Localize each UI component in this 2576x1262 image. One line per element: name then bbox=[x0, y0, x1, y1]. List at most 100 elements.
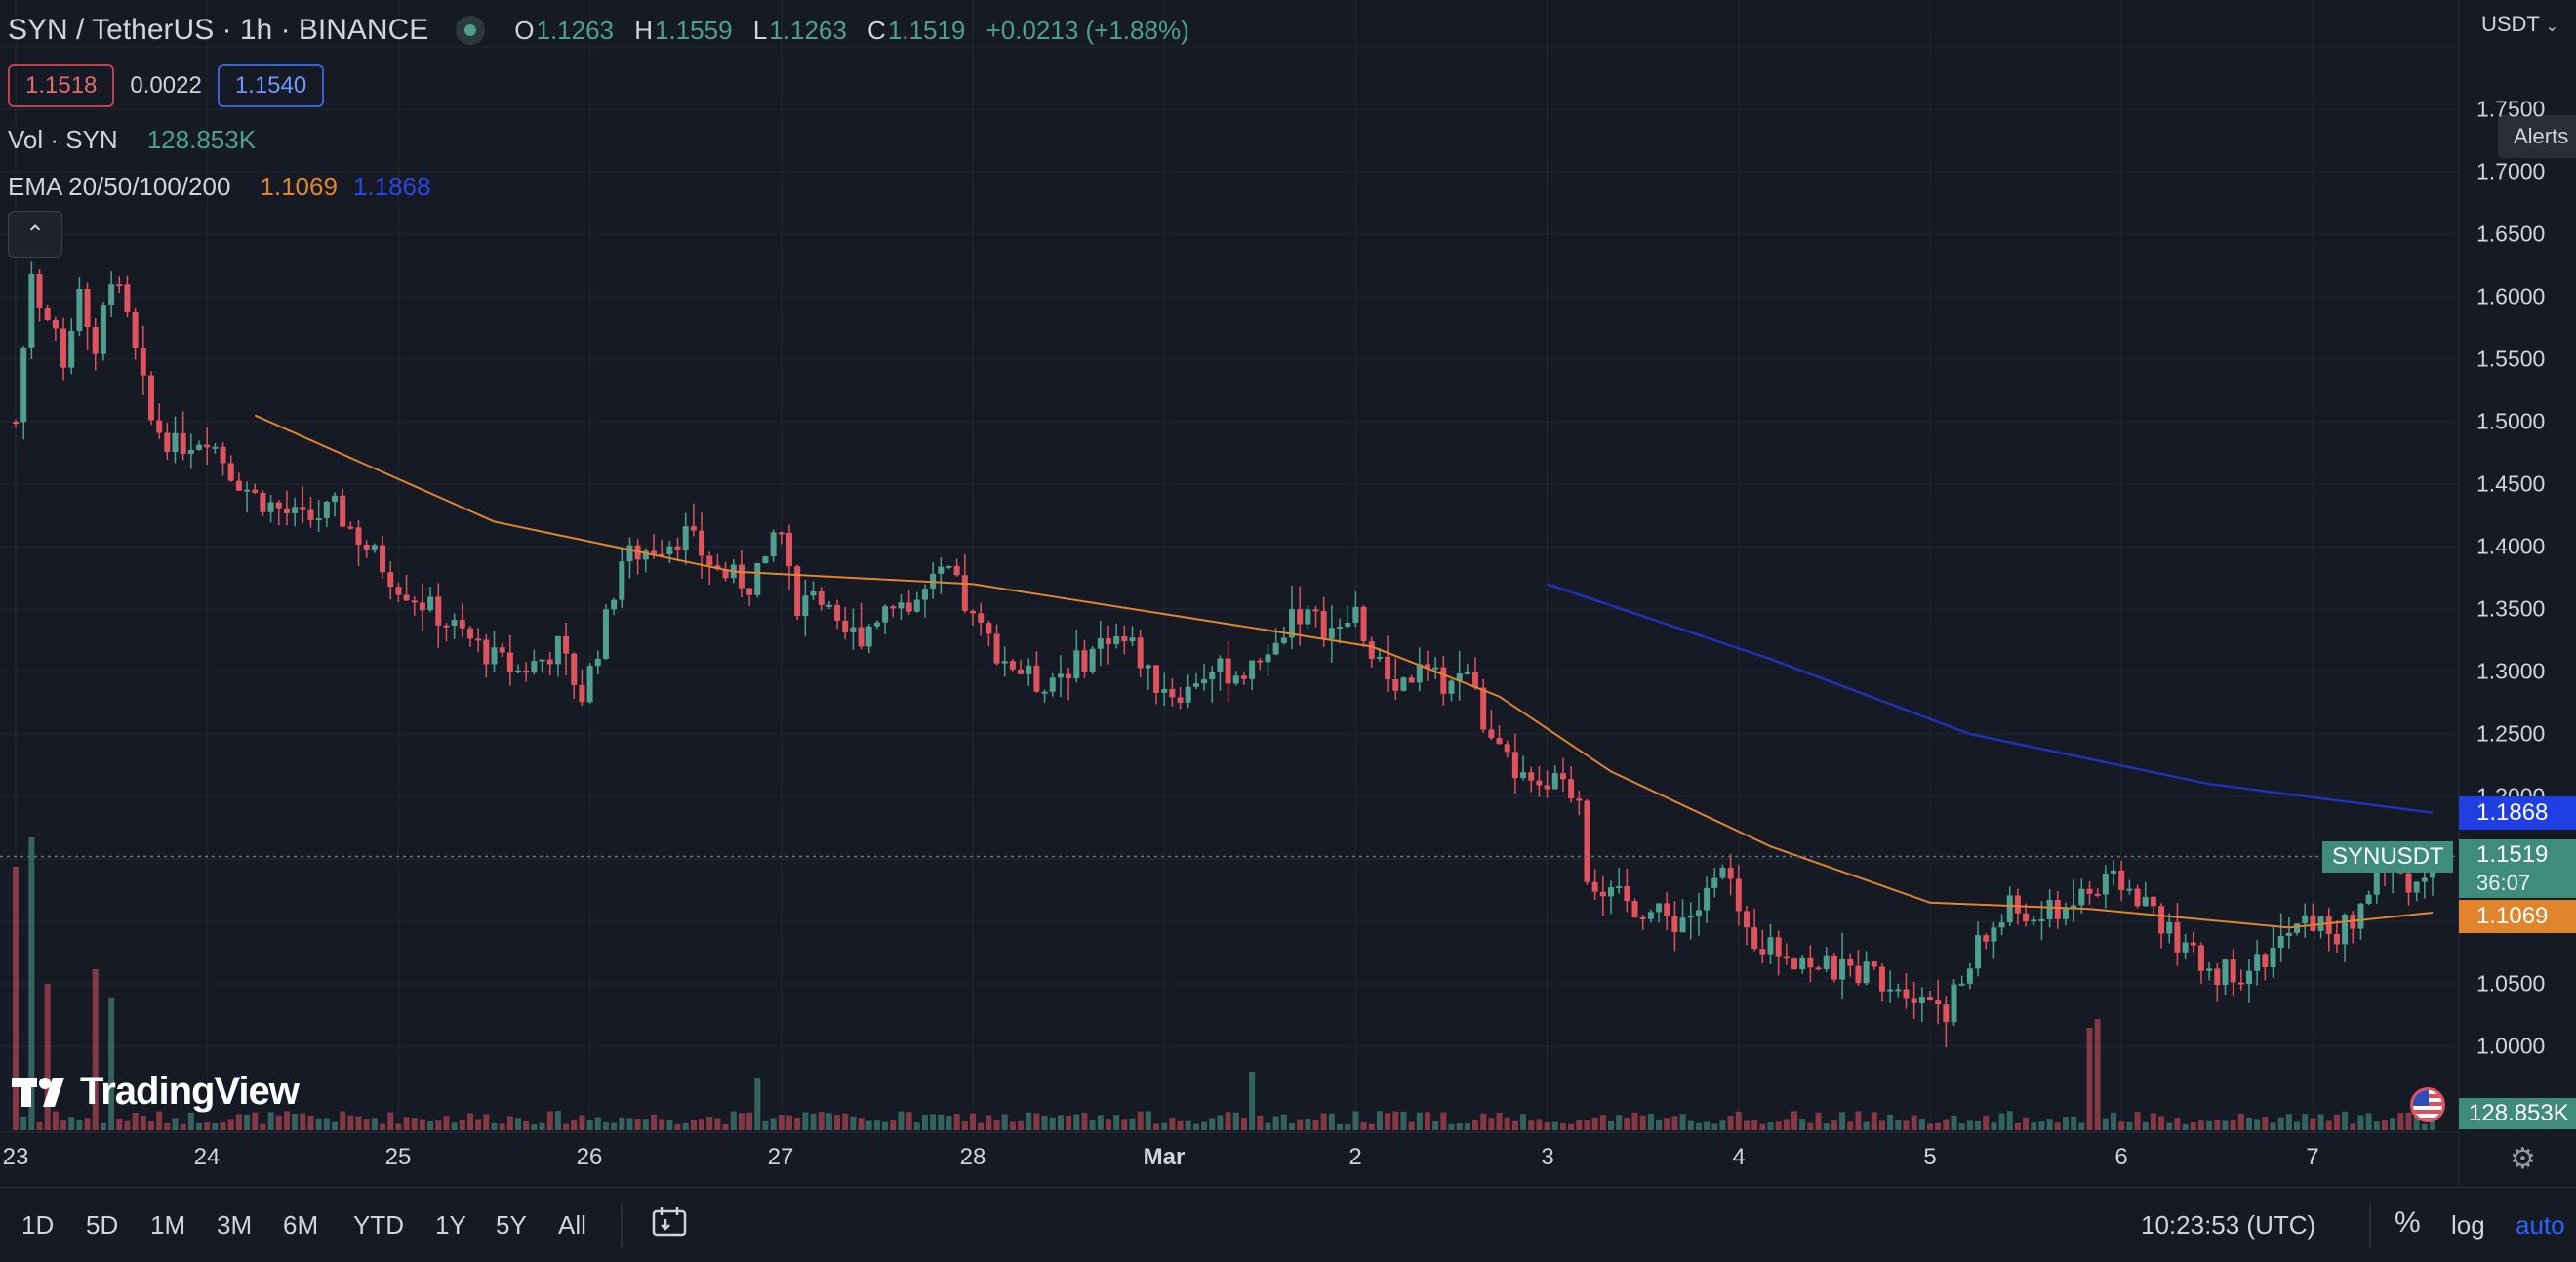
range-ytd-button[interactable]: YTD bbox=[353, 1210, 404, 1240]
volume-bar bbox=[387, 1112, 394, 1130]
candle-body bbox=[116, 284, 123, 287]
volume-bar bbox=[2285, 1114, 2292, 1130]
utc-clock[interactable]: 10:23:53 (UTC) bbox=[2141, 1210, 2316, 1240]
volume-bar bbox=[2390, 1118, 2396, 1130]
volume-bar bbox=[2046, 1119, 2053, 1130]
range-1d-button[interactable]: 1D bbox=[21, 1210, 55, 1240]
candle-body bbox=[1345, 622, 1351, 628]
candle-body bbox=[1743, 911, 1750, 928]
volume-bar bbox=[172, 1118, 179, 1130]
candle-body bbox=[2285, 932, 2292, 936]
candle-body bbox=[1169, 688, 1176, 698]
volume-bar bbox=[1584, 1120, 1590, 1130]
candle-body bbox=[1576, 798, 1583, 801]
currency-selector[interactable]: USDT ⌄ bbox=[2481, 12, 2558, 37]
volume-bar bbox=[571, 1119, 578, 1130]
time-tick: Mar bbox=[1143, 1144, 1186, 1170]
price-tick: 1.4500 bbox=[2476, 470, 2546, 497]
date-range-icon[interactable] bbox=[652, 1206, 687, 1242]
volume-legend[interactable]: Vol · SYN 128.853K bbox=[8, 125, 256, 155]
volume-bar bbox=[714, 1118, 721, 1130]
volume-bar bbox=[890, 1120, 897, 1130]
candle-body bbox=[1504, 744, 1510, 753]
volume-bar bbox=[579, 1115, 585, 1130]
volume-bar bbox=[220, 1122, 226, 1130]
candle-body bbox=[1312, 609, 1319, 612]
candle-body bbox=[1719, 867, 1726, 878]
candle-body bbox=[347, 526, 354, 529]
candle-body bbox=[818, 591, 825, 605]
alerts-tab[interactable]: Alerts bbox=[2498, 115, 2576, 158]
candle-body bbox=[132, 312, 139, 348]
candle-body bbox=[2413, 881, 2420, 893]
volume-bar bbox=[1328, 1113, 1335, 1130]
candle-body bbox=[315, 518, 322, 521]
range-all-button[interactable]: All bbox=[558, 1210, 586, 1240]
range-5y-button[interactable]: 5Y bbox=[496, 1210, 527, 1240]
volume-bar bbox=[2118, 1121, 2125, 1130]
volume-bar bbox=[2254, 1119, 2261, 1130]
market-status-icon[interactable] bbox=[456, 16, 486, 45]
range-3m-button[interactable]: 3M bbox=[217, 1210, 253, 1240]
collapse-legend-button[interactable]: ⌃ bbox=[8, 211, 62, 258]
volume-bar bbox=[1951, 1115, 1957, 1130]
candle-body bbox=[1464, 672, 1470, 674]
volume-bar bbox=[802, 1112, 809, 1130]
ema-orange-line bbox=[254, 414, 2434, 929]
buy-price-button[interactable]: 1.1540 bbox=[217, 64, 325, 107]
settings-gear-icon[interactable]: ⚙ bbox=[2510, 1143, 2536, 1175]
candle-body bbox=[387, 572, 394, 588]
volume-bar bbox=[770, 1118, 777, 1130]
candle-body bbox=[1265, 654, 1271, 663]
sell-price-button[interactable]: 1.1518 bbox=[8, 64, 115, 107]
range-1y-button[interactable]: 1Y bbox=[435, 1210, 466, 1240]
range-5d-button[interactable]: 5D bbox=[86, 1210, 119, 1240]
candle-body bbox=[363, 544, 370, 550]
volume-bar bbox=[1895, 1120, 1902, 1130]
us-flag-icon[interactable] bbox=[2410, 1087, 2445, 1122]
volume-bar bbox=[2071, 1116, 2077, 1130]
candle-body bbox=[1368, 641, 1375, 659]
candle-body bbox=[1289, 609, 1295, 638]
candle-body bbox=[1918, 997, 1925, 1003]
volume-bar bbox=[2190, 1121, 2196, 1130]
candle-body bbox=[666, 546, 673, 554]
candle-body bbox=[443, 625, 450, 628]
volume-bar bbox=[515, 1118, 522, 1130]
auto-scale-toggle[interactable]: auto bbox=[2516, 1210, 2565, 1240]
volume-bar bbox=[76, 1120, 83, 1130]
volume-bar bbox=[2277, 1117, 2284, 1130]
volume-bar bbox=[1280, 1114, 1287, 1130]
candle-body bbox=[2102, 873, 2109, 895]
candle-body bbox=[706, 555, 713, 566]
candle-body bbox=[427, 596, 434, 611]
candle-body bbox=[1232, 675, 1239, 684]
candle-body bbox=[196, 444, 203, 450]
candle-body bbox=[1903, 989, 1910, 999]
volume-price-tag: 128.853K bbox=[2459, 1098, 2576, 1129]
volume-bar bbox=[1209, 1118, 1216, 1130]
candle-body bbox=[1001, 661, 1008, 664]
symbol-title[interactable]: SYN / TetherUS · 1h · BINANCE bbox=[8, 14, 429, 46]
volume-bar bbox=[1599, 1115, 1606, 1130]
ema-legend[interactable]: EMA 20/50/100/200 1.1069 1.1868 bbox=[8, 172, 430, 202]
tradingview-logo[interactable]: TradingView bbox=[12, 1070, 300, 1114]
volume-bar bbox=[2373, 1121, 2380, 1130]
log-scale-toggle[interactable]: log bbox=[2451, 1210, 2485, 1240]
candle-body bbox=[1049, 677, 1056, 692]
volume-bar bbox=[1719, 1120, 1726, 1130]
ema-indicator-name: EMA 20/50/100/200 bbox=[8, 172, 231, 201]
candle-body bbox=[2190, 942, 2196, 946]
volume-bar bbox=[13, 867, 19, 1130]
candle-body bbox=[762, 556, 769, 563]
volume-bar bbox=[930, 1114, 937, 1130]
volume-bar bbox=[459, 1120, 465, 1130]
candle-body bbox=[2342, 915, 2349, 945]
volume-bar bbox=[1345, 1123, 1351, 1130]
range-6m-button[interactable]: 6M bbox=[283, 1210, 319, 1240]
candle-body bbox=[172, 432, 179, 452]
percent-scale-toggle[interactable]: % bbox=[2395, 1206, 2421, 1239]
candle-body bbox=[1759, 949, 1766, 955]
range-1m-button[interactable]: 1M bbox=[150, 1210, 186, 1240]
